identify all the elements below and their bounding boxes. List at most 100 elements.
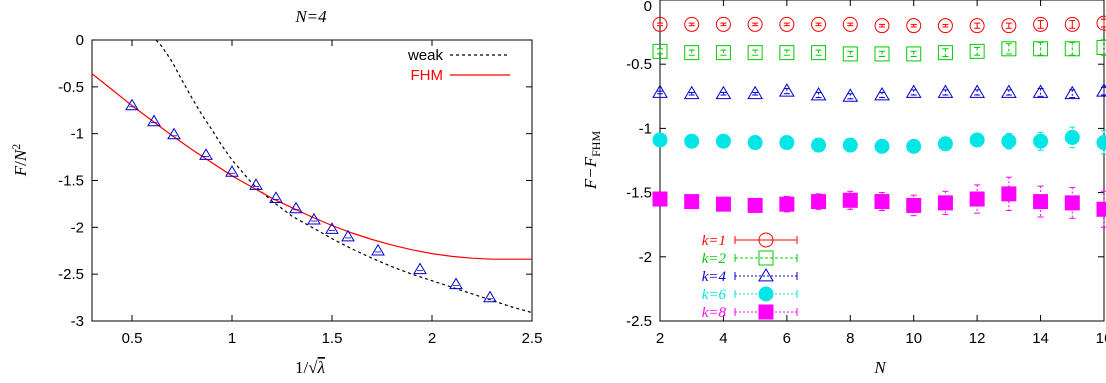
y-tick-label: -2.5 <box>58 266 84 283</box>
data-point-triangle <box>269 191 283 203</box>
data-point-triangle <box>289 201 303 214</box>
legend-label-fhm: FHM <box>411 67 444 84</box>
data-point-k-8 <box>1096 201 1106 217</box>
data-point-k-1 <box>652 16 668 32</box>
data-point-triangle <box>413 262 427 275</box>
data-point-k-8 <box>1001 186 1017 202</box>
data-point-k-1 <box>1001 18 1017 34</box>
data-point-k-8 <box>1033 194 1049 210</box>
x-axis-label-left: 1/√λ <box>295 358 325 377</box>
y-axis-label-right: F−FFHM <box>581 131 603 191</box>
data-point-k-1 <box>1096 15 1106 31</box>
data-point-k-8 <box>906 197 922 213</box>
data-point-k-1 <box>906 18 922 34</box>
x-tick-label: 2 <box>428 330 436 347</box>
legend-marker-k-6 <box>758 286 774 302</box>
x-tick-label: 8 <box>846 330 854 347</box>
data-point-k-8 <box>747 197 763 213</box>
x-tick-label: 0.5 <box>122 330 143 347</box>
data-point-k-1 <box>715 16 731 32</box>
data-point-k-6 <box>715 133 731 149</box>
data-point-k-2 <box>779 45 795 61</box>
y-tick-label: -1.5 <box>58 173 84 190</box>
panel-left: N=4 0.5 1 1.5 2 2.50-0.5-1-1.5-2-2.5-3 F/N2 … <box>9 7 542 377</box>
series-line-weak <box>155 40 532 314</box>
data-point-triangle <box>325 222 339 234</box>
data-point-k-8 <box>652 191 668 207</box>
data-point-k-4 <box>1064 85 1081 100</box>
data-point-k-8 <box>779 196 795 212</box>
data-point-k-4 <box>652 84 668 98</box>
data-point-k-4 <box>874 87 890 101</box>
data-point-k-8 <box>874 194 890 210</box>
data-point-k-4 <box>937 84 954 98</box>
data-point-k-6 <box>1064 129 1080 145</box>
data-point-k-6 <box>1033 133 1049 149</box>
data-point-k-2 <box>715 45 731 61</box>
data-point-triangle <box>125 98 139 111</box>
x-tick-label: 1.5 <box>322 330 343 347</box>
data-point-k-1 <box>937 18 953 34</box>
data-point-k-8 <box>811 194 827 210</box>
data-point-triangle <box>167 127 181 140</box>
data-point-k-2 <box>1064 41 1080 57</box>
data-point-k-2 <box>842 46 858 62</box>
legend-label-weak: weak <box>407 47 444 64</box>
data-point-k-1 <box>1033 16 1049 32</box>
data-point-triangle <box>483 290 497 303</box>
data-point-k-2 <box>937 45 953 61</box>
data-point-triangle <box>341 229 355 242</box>
data-point-k-6 <box>874 138 890 154</box>
plot-frame-right <box>659 0 1105 322</box>
chart-title-n-equals-4: N=4 <box>294 7 327 26</box>
data-point-k-2 <box>1096 40 1106 56</box>
legend-marker-k-2 <box>758 250 774 266</box>
data-point-k-6 <box>747 135 763 151</box>
data-point-k-4 <box>1096 83 1106 97</box>
data-point-triangle <box>371 243 385 256</box>
data-point-k-6 <box>1001 133 1017 149</box>
data-point-k-8 <box>937 195 953 211</box>
data-point-k-1 <box>969 18 985 34</box>
panel-right: 2 4 6 8 10 12 14 16 0 -0.5 -1 -1.5 -2 -2.5 F−FFHM N k… <box>581 0 1106 377</box>
data-point-k-8 <box>715 196 731 212</box>
x-axis-label-right: N <box>873 358 887 377</box>
data-point-k-8 <box>1064 195 1080 211</box>
data-point-k-4 <box>715 85 732 100</box>
data-point-k-1 <box>874 18 890 34</box>
data-point-k-2 <box>1033 41 1049 57</box>
data-point-k-4 <box>842 88 859 102</box>
x-tick-label: 2.5 <box>522 330 543 347</box>
x-tick-label: 12 <box>969 330 986 347</box>
data-point-k-2 <box>906 46 922 62</box>
data-point-k-4 <box>810 87 827 101</box>
data-point-k-6 <box>811 137 827 153</box>
y-tick-label: -3 <box>71 313 84 330</box>
legend-label-k-1: k=1 <box>702 233 726 249</box>
legend-left: weak FHM <box>407 47 510 84</box>
data-point-k-2 <box>747 45 763 61</box>
data-point-triangle <box>199 148 213 160</box>
x-tick-label: 2 <box>656 330 664 347</box>
data-point-k-1 <box>747 16 763 32</box>
legend-marker-k-1 <box>758 232 774 248</box>
legend-label-k-6: k=6 <box>702 287 727 303</box>
x-tick-label: 6 <box>783 330 791 347</box>
y-tick-label: -1 <box>71 126 84 143</box>
legend-label-k-4: k=4 <box>702 269 727 285</box>
data-point-k-6 <box>652 132 668 148</box>
data-point-k-1 <box>684 16 700 32</box>
data-point-triangle <box>307 212 321 225</box>
data-point-k-2 <box>1001 41 1017 57</box>
data-point-k-4 <box>905 84 922 98</box>
legend-label-k-2: k=2 <box>702 251 727 267</box>
data-point-k-1 <box>1064 16 1080 32</box>
data-point-k-1 <box>811 16 827 32</box>
data-point-k-8 <box>684 194 700 210</box>
data-point-k-4 <box>747 85 764 100</box>
data-point-k-1 <box>779 16 795 32</box>
data-point-k-2 <box>652 43 668 59</box>
data-point-k-4 <box>1032 84 1049 98</box>
y-axis-label-left: F/N2 <box>9 144 30 177</box>
